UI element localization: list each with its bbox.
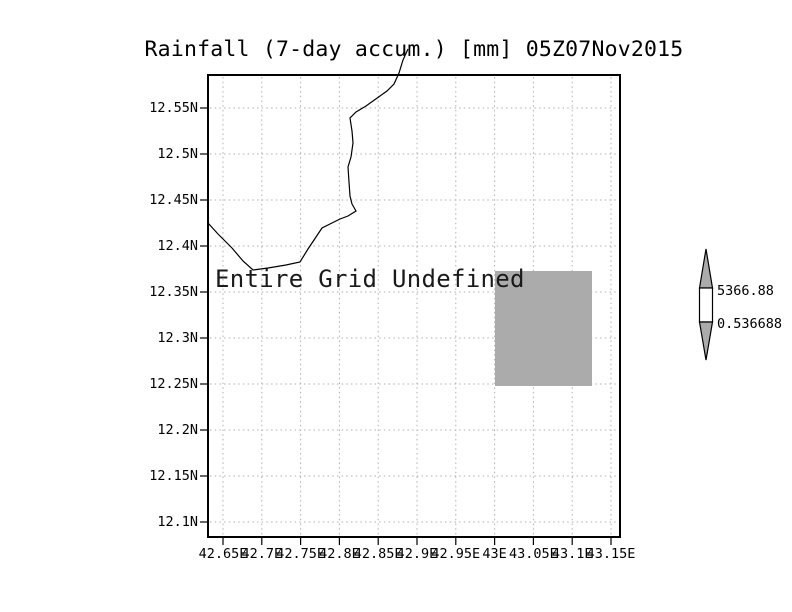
x-tick-label: 42.75E xyxy=(276,546,325,562)
x-tick-label: 42.65E xyxy=(198,546,248,562)
colorbar-up-arrow xyxy=(698,248,714,289)
y-tick-label: 12.35N xyxy=(149,284,198,300)
chart-title: Rainfall (7-day accum.) [mm] 05Z07Nov201… xyxy=(144,37,684,62)
coastline xyxy=(207,48,409,271)
x-tick-label: 42.85E xyxy=(353,546,403,562)
y-tick-label: 12.55N xyxy=(149,100,198,116)
shaded-undefined-cell xyxy=(495,271,592,386)
colorbar-down-arrow xyxy=(698,321,714,361)
x-tick-label: 43E xyxy=(482,546,507,562)
y-tick-label: 12.1N xyxy=(157,514,198,530)
y-tick-label: 12.25N xyxy=(149,376,198,392)
y-tick-label: 12.2N xyxy=(157,422,198,438)
colorbar-min-label: 0.536688 xyxy=(717,316,783,332)
x-tick-label: 42.7E xyxy=(241,546,283,562)
x-tick-label: 42.9E xyxy=(396,546,438,562)
x-tick-label: 42.8E xyxy=(319,546,360,562)
x-tick-label: 43.1E xyxy=(551,546,593,562)
y-tick-label: 12.15N xyxy=(149,468,198,484)
undefined-grid-annotation: Entire Grid Undefined xyxy=(215,265,525,293)
axis-ticks xyxy=(200,107,612,545)
colorbar xyxy=(698,248,714,361)
y-tick-label: 12.45N xyxy=(149,192,198,208)
gridlines xyxy=(210,77,618,535)
colorbar-max-label: 5366.88 xyxy=(717,283,774,299)
y-tick-label: 12.5N xyxy=(157,146,198,162)
y-tick-label: 12.3N xyxy=(157,330,198,346)
x-tick-label: 43.05E xyxy=(509,546,558,562)
x-tick-label: 43.15E xyxy=(586,546,636,562)
x-tick-label: 42.95E xyxy=(431,546,481,562)
y-tick-label: 12.4N xyxy=(157,238,198,254)
colorbar-box xyxy=(698,287,714,323)
plot-frame xyxy=(207,74,621,538)
